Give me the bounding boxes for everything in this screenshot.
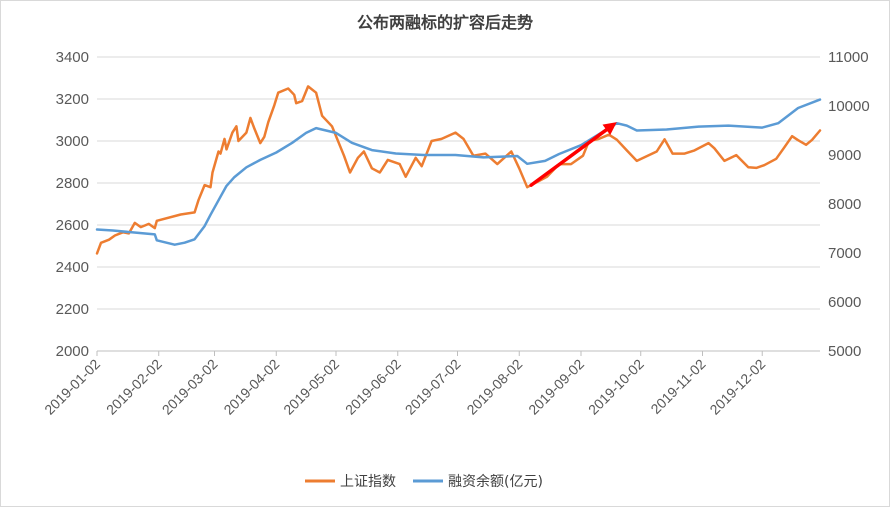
y-left-tick-label: 2000: [56, 343, 89, 360]
annotation-layer: [529, 122, 617, 187]
x-tick-label: 2019-05-02: [280, 356, 342, 418]
y-right-tick-label: 5000: [828, 343, 861, 360]
y-right-tick-label: 9000: [828, 147, 861, 164]
y-left-tick-label: 3000: [56, 133, 89, 150]
x-tick-label: 2019-04-02: [220, 356, 282, 418]
y-right-tick-label: 6000: [828, 294, 861, 311]
x-tick-label: 2019-03-02: [159, 356, 221, 418]
x-tick-label: 2019-12-02: [706, 356, 768, 418]
legend-label-sse: 上证指数: [340, 474, 396, 490]
x-tick-label: 2019-02-02: [103, 356, 165, 418]
series-layer: [95, 85, 822, 255]
legend-label-margin: 融资余额(亿元): [448, 473, 543, 490]
x-tick-label: 2019-07-02: [402, 356, 464, 418]
margin-balance-line: [95, 98, 822, 246]
y-left-tick-label: 3400: [56, 49, 89, 66]
grid-lines: [97, 56, 820, 352]
x-tick-label: 2019-09-02: [525, 356, 587, 418]
x-tick-label: 2019-08-02: [463, 356, 525, 418]
legend: 上证指数 融资余额(亿元): [305, 473, 543, 490]
chart-title: 公布两融标的扩容后走势: [357, 13, 533, 32]
sse-index-line: [95, 85, 822, 255]
y-left-tick-label: 2400: [56, 259, 89, 276]
y-right-tick-label: 8000: [828, 196, 861, 213]
x-tick-label: 2019-10-02: [585, 356, 647, 418]
y-right-tick-label: 10000: [828, 98, 870, 115]
x-tick-label: 2019-11-02: [647, 356, 708, 417]
y-left-tick-label: 2200: [56, 301, 89, 318]
x-tick-label: 2019-06-02: [342, 356, 404, 418]
y-right-tick-label: 11000: [828, 49, 869, 66]
axes: 2000 2200 2400 2600 2800 3000 3200 3400 5000 6000…: [41, 49, 870, 418]
trend-arrow-shaft: [529, 128, 609, 187]
trend-arrow-head: [602, 122, 617, 135]
y-left-tick-label: 3200: [56, 91, 89, 108]
y-right-tick-label: 7000: [828, 245, 861, 262]
y-left-tick-label: 2800: [56, 175, 89, 192]
y-left-tick-label: 2600: [56, 217, 89, 234]
x-tick-label: 2019-01-02: [41, 356, 103, 418]
